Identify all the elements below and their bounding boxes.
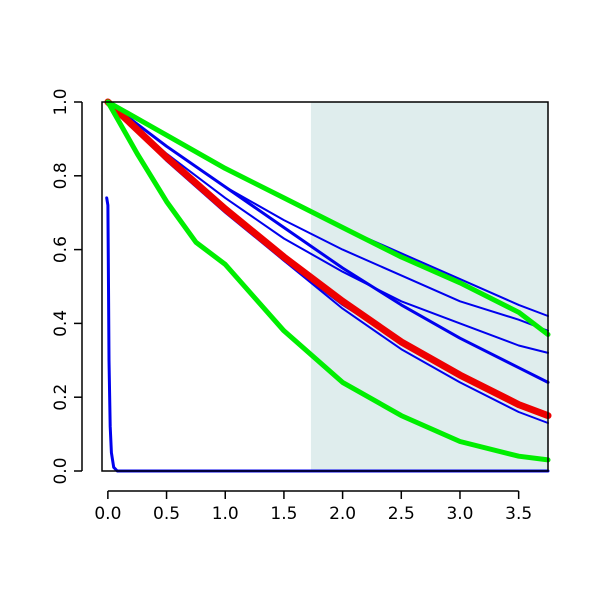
- y-ticks: 0.0 0.2 0.4 0.6 0.8 1.0: [51, 88, 82, 485]
- shaded-region: [310, 102, 548, 471]
- y-tick-label: 1.0: [51, 88, 71, 115]
- x-tick-label: 3.0: [446, 504, 473, 524]
- series-line-1: [106, 101, 549, 354]
- y-tick-label: 0.8: [51, 162, 71, 189]
- series-line-7: [104, 98, 552, 420]
- axis-layer: [81, 101, 549, 492]
- series-line-9: [105, 99, 551, 463]
- series-line-4: [106, 100, 550, 384]
- shaded-region-layer: [310, 102, 548, 471]
- x-tick-label: 3.5: [505, 504, 532, 524]
- y-tick-label: 0.6: [51, 236, 71, 263]
- x-tick-label: 2.5: [388, 504, 415, 524]
- y-tick-label: 0.2: [51, 384, 71, 411]
- x-ticks: 0.0 0.5 1.0 1.5 2.0 2.5 3.0 3.5: [94, 491, 532, 524]
- y-tick-label: 0.4: [51, 310, 71, 337]
- series-line-8: [105, 99, 551, 337]
- x-tick-label: 0.0: [94, 504, 121, 524]
- x-tick-label: 1.5: [270, 504, 297, 524]
- y-tick-label: 0.0: [51, 457, 71, 484]
- x-tick-label: 1.0: [212, 504, 239, 524]
- x-tick-label: 0.5: [153, 504, 180, 524]
- x-tick-label: 2.0: [329, 504, 356, 524]
- plot-frame: [101, 101, 549, 472]
